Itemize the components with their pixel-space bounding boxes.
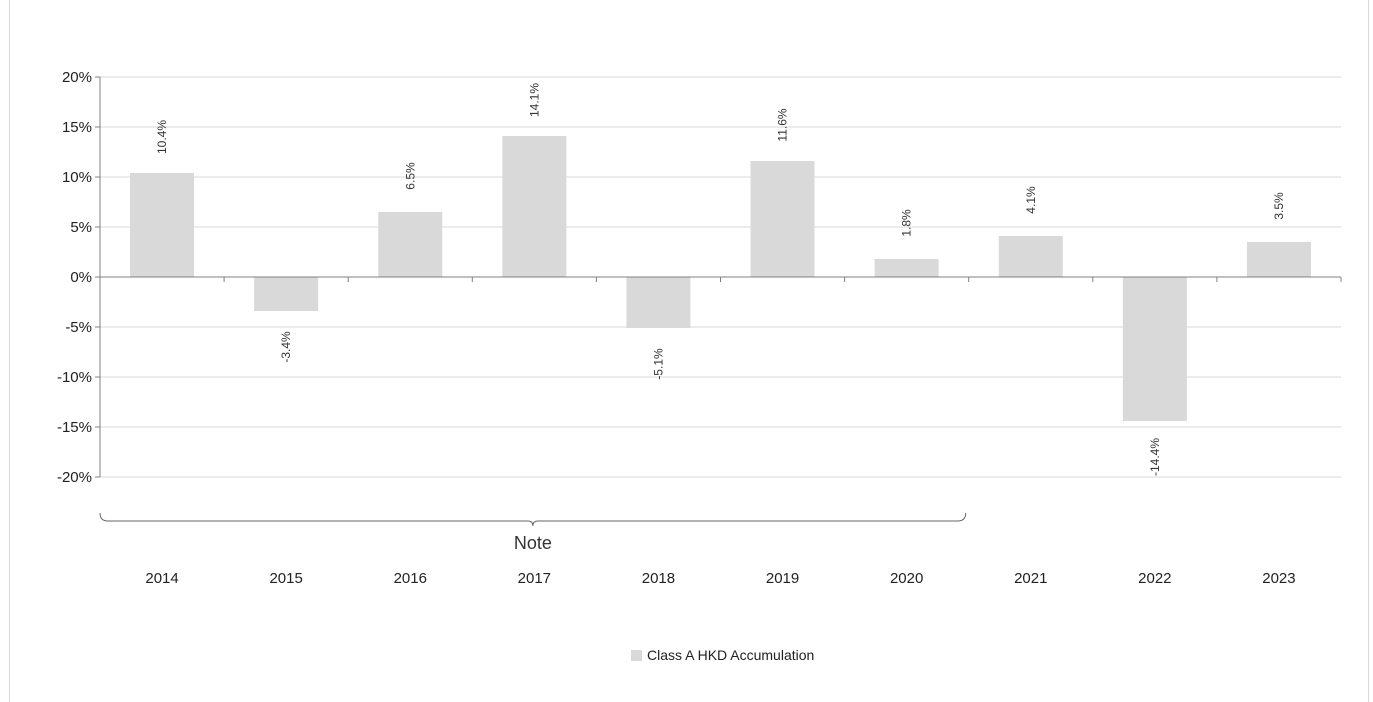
data-labels: 10.4% -3.4% 6.5% 14.1% -5.1% 11.6% 1.8% 4.1% -14… xyxy=(155,83,1286,476)
bar-2017 xyxy=(502,136,567,277)
data-label-2023: 3.5% xyxy=(1272,192,1286,220)
data-label-2014: 10.4% xyxy=(155,120,169,154)
x-category-label: 2015 xyxy=(269,570,302,587)
note-label: Note xyxy=(514,533,552,553)
bar-2014 xyxy=(130,173,195,277)
y-tick-label: 15% xyxy=(62,119,92,136)
bar-2016 xyxy=(378,212,443,277)
bar-2023 xyxy=(1246,242,1311,277)
data-label-2022: -14.4% xyxy=(1148,438,1162,476)
x-category-label: 2018 xyxy=(642,570,675,587)
y-tick-label: -15% xyxy=(57,419,92,436)
y-axis-tick-labels: 20% 15% 10% 5% 0% -5% -10% -15% -20% xyxy=(57,69,92,486)
data-label-2021: 4.1% xyxy=(1024,186,1038,214)
bar-2022 xyxy=(1122,277,1187,421)
chart-frame xyxy=(9,0,1369,702)
y-tick-label: 5% xyxy=(70,219,92,236)
x-category-label: 2021 xyxy=(1014,570,1047,587)
x-axis-ticks xyxy=(99,277,1342,282)
bar-2018 xyxy=(626,277,691,328)
x-category-label: 2019 xyxy=(766,570,799,587)
data-label-2015: -3.4% xyxy=(279,331,293,363)
y-tick-label: 20% xyxy=(62,69,92,86)
y-tick-label: -10% xyxy=(57,369,92,386)
y-tick-label: 0% xyxy=(70,269,92,286)
bars xyxy=(130,136,1311,421)
x-category-label: 2020 xyxy=(890,570,923,587)
bar-2015 xyxy=(254,277,319,311)
legend: Class A HKD Accumulation xyxy=(631,647,814,663)
legend-label: Class A HKD Accumulation xyxy=(647,647,814,663)
y-tick-label: -5% xyxy=(65,319,92,336)
bar-2020 xyxy=(874,259,939,277)
x-category-label: 2023 xyxy=(1262,570,1295,587)
x-category-label: 2014 xyxy=(145,570,178,587)
bar-2021 xyxy=(998,236,1063,277)
data-label-2017: 14.1% xyxy=(527,83,541,117)
data-label-2019: 11.6% xyxy=(776,108,790,141)
x-category-label: 2017 xyxy=(518,570,551,587)
data-label-2016: 6.5% xyxy=(403,162,417,190)
x-category-label: 2022 xyxy=(1138,570,1171,587)
note-bracket-line xyxy=(99,512,967,527)
note-bracket: Note xyxy=(99,512,967,553)
y-tick-label: 10% xyxy=(62,169,92,186)
x-category-label: 2016 xyxy=(394,570,427,587)
bar-2019 xyxy=(750,161,815,277)
legend-swatch xyxy=(631,650,642,661)
y-tick-label: -20% xyxy=(57,469,92,486)
data-label-2020: 1.8% xyxy=(900,209,914,237)
x-axis-category-labels: 2014 2015 2016 2017 2018 2019 2020 2021 2022 2023 xyxy=(145,570,1295,587)
data-label-2018: -5.1% xyxy=(651,348,665,380)
